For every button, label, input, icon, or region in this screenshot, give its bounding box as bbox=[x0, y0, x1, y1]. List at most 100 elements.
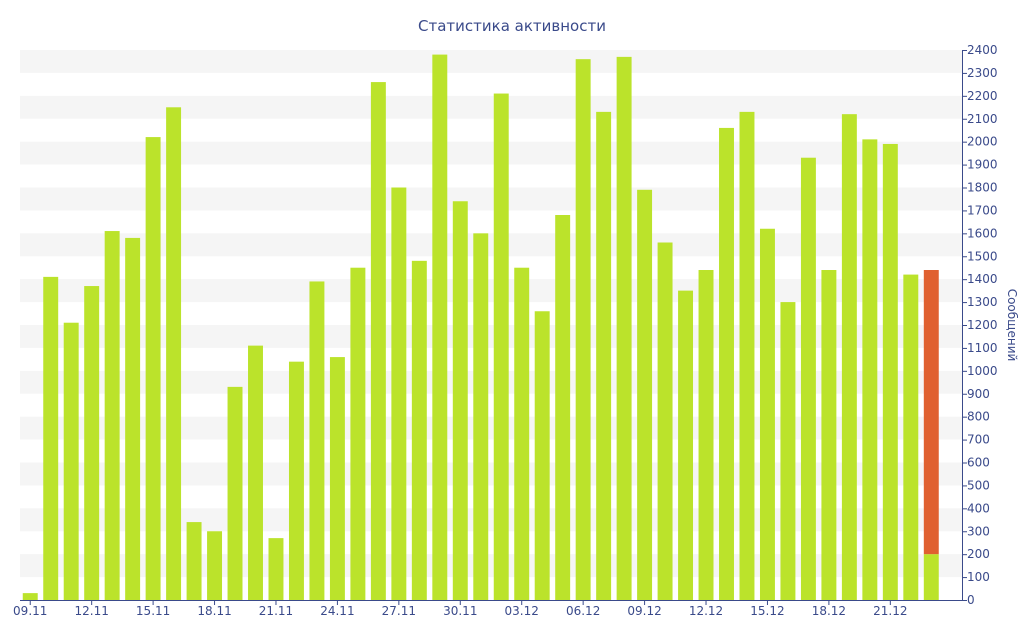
bar bbox=[207, 531, 223, 600]
bar bbox=[862, 139, 878, 600]
y-tick-label: 1000 bbox=[967, 364, 998, 378]
y-tick-label: 300 bbox=[967, 524, 990, 538]
bar bbox=[186, 522, 202, 600]
y-tick-label: 2100 bbox=[967, 112, 998, 126]
x-tick-label: 21.12 bbox=[873, 604, 907, 618]
bar bbox=[575, 59, 591, 600]
y-tick-label: 1300 bbox=[967, 295, 998, 309]
bar bbox=[555, 215, 571, 600]
y-tick-label: 1400 bbox=[967, 272, 998, 286]
y-tick-label: 200 bbox=[967, 547, 990, 561]
y-tick-label: 900 bbox=[967, 387, 990, 401]
bar bbox=[104, 231, 120, 600]
x-tick-label: 21.11 bbox=[259, 604, 293, 618]
bar bbox=[596, 111, 612, 600]
x-tick-label: 15.12 bbox=[750, 604, 784, 618]
grid-band bbox=[20, 233, 962, 257]
grid-band bbox=[20, 554, 962, 578]
y-tick-label: 400 bbox=[967, 501, 990, 515]
bar-highlight bbox=[923, 270, 939, 555]
y-tick-label: 2200 bbox=[967, 89, 998, 103]
grid-bands bbox=[20, 50, 962, 578]
grid-band bbox=[20, 279, 962, 303]
bars-layer bbox=[22, 54, 939, 601]
bar bbox=[391, 187, 407, 600]
bar bbox=[125, 237, 141, 600]
bar bbox=[800, 157, 816, 601]
bar bbox=[698, 270, 714, 600]
bar bbox=[268, 538, 284, 600]
x-tick-label: 09.12 bbox=[627, 604, 661, 618]
bar bbox=[657, 242, 673, 600]
y-tick-label: 800 bbox=[967, 410, 990, 424]
x-tick-label: 06.12 bbox=[566, 604, 600, 618]
x-tick-label: 15.11 bbox=[136, 604, 170, 618]
bar bbox=[227, 386, 243, 600]
bar bbox=[473, 233, 489, 601]
x-tick-label: 27.11 bbox=[382, 604, 416, 618]
grid-band bbox=[20, 141, 962, 165]
y-axis-ticks: 0 100 200 300 400 500 600 700 800 900 1000 1100 1200… bbox=[962, 43, 998, 607]
bar bbox=[493, 93, 509, 601]
grid-band bbox=[20, 95, 962, 119]
bar bbox=[534, 311, 550, 600]
grid-band bbox=[20, 50, 962, 73]
y-tick-label: 600 bbox=[967, 456, 990, 470]
y-tick-label: 2400 bbox=[967, 43, 998, 57]
bar bbox=[637, 189, 653, 600]
grid-band bbox=[20, 370, 962, 394]
x-tick-label: 18.11 bbox=[197, 604, 231, 618]
bar bbox=[678, 290, 694, 600]
y-tick-label: 700 bbox=[967, 433, 990, 447]
grid-band bbox=[20, 416, 962, 440]
bar bbox=[329, 357, 345, 600]
bar bbox=[616, 56, 632, 600]
x-tick-label: 30.11 bbox=[443, 604, 477, 618]
bar bbox=[288, 361, 304, 600]
y-tick-label: 1500 bbox=[967, 249, 998, 263]
bar bbox=[22, 593, 38, 600]
bar bbox=[739, 111, 755, 600]
y-tick-label: 500 bbox=[967, 478, 990, 492]
bar bbox=[248, 345, 263, 600]
bar bbox=[903, 274, 919, 600]
x-tick-label: 12.11 bbox=[74, 604, 108, 618]
bar bbox=[759, 228, 775, 600]
bar bbox=[882, 143, 898, 601]
bar bbox=[923, 554, 939, 600]
bar bbox=[350, 267, 366, 600]
y-tick-label: 1800 bbox=[967, 181, 998, 195]
bar bbox=[84, 286, 100, 600]
grid-band bbox=[20, 187, 962, 211]
x-tick-label: 12.12 bbox=[689, 604, 723, 618]
bar bbox=[411, 260, 427, 600]
x-tick-label: 18.12 bbox=[812, 604, 846, 618]
bar bbox=[432, 54, 448, 601]
bar bbox=[514, 267, 530, 600]
bar bbox=[145, 137, 161, 601]
y-tick-label: 1200 bbox=[967, 318, 998, 332]
bar bbox=[166, 107, 182, 601]
chart-title: Статистика активности bbox=[418, 17, 606, 35]
y-tick-label: 2000 bbox=[967, 135, 998, 149]
bar bbox=[309, 281, 325, 600]
y-tick-label: 1700 bbox=[967, 203, 998, 217]
bar bbox=[43, 276, 59, 600]
bar bbox=[63, 322, 79, 600]
bar bbox=[821, 270, 837, 600]
grid-band bbox=[20, 508, 962, 532]
y-tick-label: 2300 bbox=[967, 66, 998, 80]
grid-band bbox=[20, 462, 962, 486]
x-tick-label: 24.11 bbox=[320, 604, 354, 618]
bar bbox=[780, 302, 796, 600]
y-tick-label: 1100 bbox=[967, 341, 998, 355]
y-tick-label: 1600 bbox=[967, 226, 998, 240]
x-tick-label: 03.12 bbox=[505, 604, 539, 618]
y-tick-label: 100 bbox=[967, 570, 990, 584]
y-axis-label: Сообщений bbox=[1005, 289, 1019, 362]
y-tick-label: 1900 bbox=[967, 158, 998, 172]
bar bbox=[719, 127, 734, 601]
bar bbox=[370, 82, 386, 601]
x-tick-label: 09.11 bbox=[13, 604, 47, 618]
